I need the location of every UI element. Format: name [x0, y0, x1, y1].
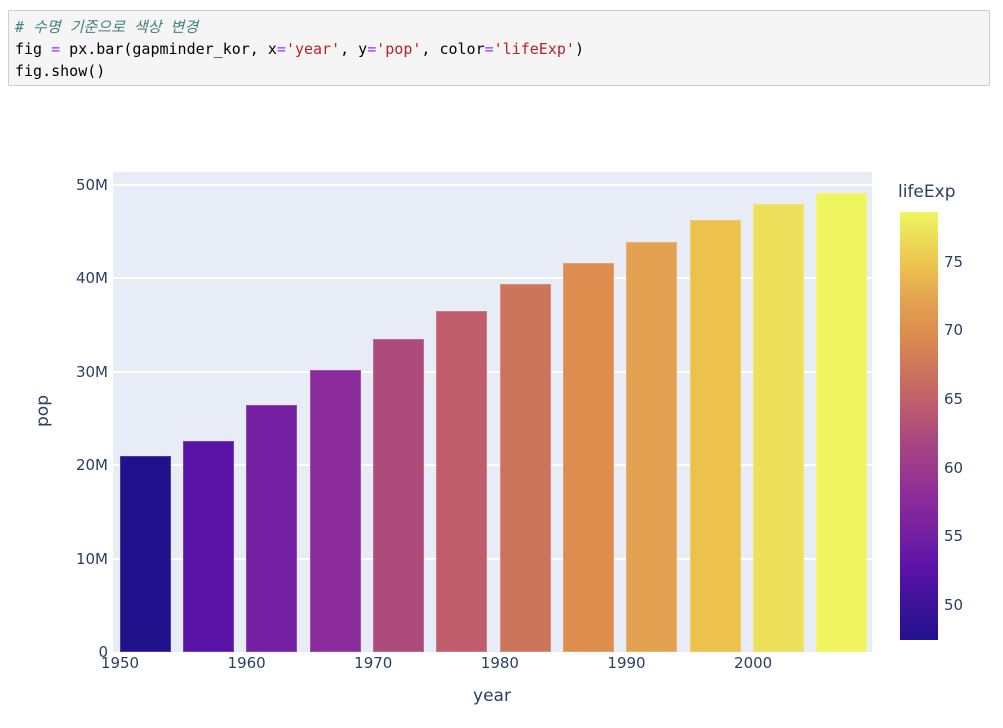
bar-1972[interactable] — [373, 338, 425, 652]
plot-area — [113, 172, 872, 652]
y-axis-title: pop — [33, 395, 53, 427]
y-tick-label: 30M — [75, 362, 108, 381]
bar-1977[interactable] — [436, 311, 488, 652]
x-tick-label: 1970 — [354, 654, 393, 672]
code-token: px.bar(gapminder_kor, x — [60, 40, 277, 58]
y-tick-label: 20M — [75, 456, 108, 474]
gridline — [113, 183, 872, 186]
gridline — [113, 557, 872, 560]
y-tick-label: 0 — [98, 643, 108, 661]
colorbar-tick-label: 75 — [944, 252, 964, 271]
code-cell[interactable]: # 수명 기준으로 색상 변경 fig = px.bar(gapminder_ko… — [8, 10, 990, 86]
colorbar-tick-label: 50 — [944, 596, 964, 615]
code-token: = — [484, 40, 494, 58]
code-token: ) — [574, 40, 584, 58]
x-tick-label: 1980 — [480, 654, 519, 672]
bar-2002[interactable] — [752, 203, 804, 652]
code-token: = — [276, 40, 286, 58]
bar-1997[interactable] — [689, 220, 741, 652]
colorbar-tick-label: 70 — [944, 321, 964, 340]
colorbar-tick-label: 65 — [944, 390, 964, 409]
code-token: fig — [15, 40, 52, 58]
y-tick-label: 40M — [75, 269, 108, 287]
code-token: fig.show() — [15, 62, 106, 80]
bar-1982[interactable] — [499, 284, 551, 652]
colorbar-tick-label: 55 — [944, 527, 964, 546]
code-token: , y — [340, 40, 368, 58]
code-token: = — [51, 40, 61, 58]
bar-1992[interactable] — [626, 242, 678, 652]
x-tick-label: 1990 — [607, 654, 646, 672]
colorbar-tick-label: 60 — [944, 458, 964, 477]
colorbar-gradient — [900, 212, 938, 640]
gridline — [113, 464, 872, 466]
bar-1987[interactable] — [563, 262, 615, 652]
bar-1952[interactable] — [119, 456, 171, 652]
code-token: 'lifeExp' — [493, 40, 575, 58]
bar-1962[interactable] — [246, 404, 298, 652]
colorbar-title: lifeExp — [898, 182, 956, 202]
y-tick-label: 50M — [75, 175, 108, 194]
gridline — [113, 370, 872, 373]
x-tick-label: 1960 — [227, 654, 266, 672]
code-line: # 수명 기준으로 색상 변경 — [15, 16, 983, 38]
code-comment: # 수명 기준으로 색상 변경 — [15, 18, 199, 36]
bar-1957[interactable] — [183, 440, 235, 652]
code-line: fig = px.bar(gapminder_kor, x='year', y=… — [15, 38, 983, 60]
code-line: fig.show() — [15, 60, 983, 82]
bar-2007[interactable] — [816, 193, 868, 652]
code-token: 'pop' — [376, 40, 422, 58]
code-token: 'year' — [285, 40, 341, 58]
x-axis-title: year — [473, 686, 511, 706]
code-token: , color — [421, 40, 485, 58]
code-editor[interactable]: # 수명 기준으로 색상 변경 fig = px.bar(gapminder_ko… — [15, 16, 983, 82]
gridline — [113, 277, 872, 279]
x-tick-label: 2000 — [734, 654, 773, 672]
code-token: = — [367, 40, 377, 58]
bar-1967[interactable] — [309, 370, 361, 652]
x-tick-label: 1950 — [100, 654, 140, 672]
y-tick-label: 10M — [75, 549, 108, 568]
